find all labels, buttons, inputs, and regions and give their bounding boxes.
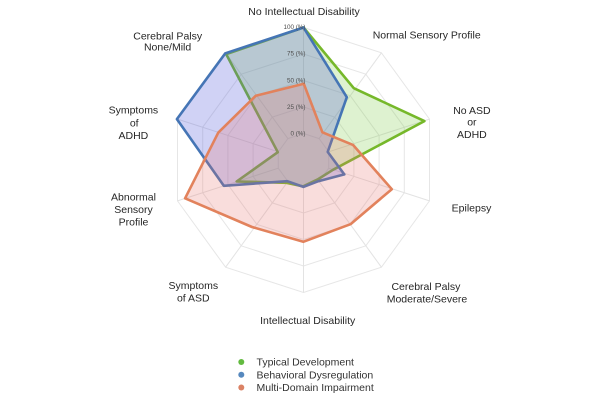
svg-text:0 (%): 0 (%) [290,131,305,138]
svg-text:Multi-Domain Impairment: Multi-Domain Impairment [257,382,374,394]
svg-text:No ASD: No ASD [453,105,491,117]
svg-text:Moderate/Severe: Moderate/Severe [387,294,468,306]
svg-text:50 (%): 50 (%) [287,78,306,85]
svg-text:Profile: Profile [119,217,149,229]
svg-text:Intellectual Disability: Intellectual Disability [260,315,356,327]
svg-text:Normal Sensory Profile: Normal Sensory Profile [373,29,481,41]
svg-text:or: or [467,117,477,129]
svg-text:Behavioral Dysregulation: Behavioral Dysregulation [257,369,374,381]
svg-text:of: of [130,118,139,130]
svg-text:Cerebral Palsy: Cerebral Palsy [391,281,461,293]
svg-text:of ASD: of ASD [177,293,210,305]
svg-text:Symptoms: Symptoms [169,280,219,292]
svg-text:25 (%): 25 (%) [287,104,306,111]
svg-text:100 (%): 100 (%) [283,24,305,31]
svg-text:ADHD: ADHD [119,130,149,142]
svg-text:Cerebral Palsy: Cerebral Palsy [133,30,203,42]
svg-text:75 (%): 75 (%) [287,51,306,58]
svg-text:Symptoms: Symptoms [109,104,159,116]
svg-text:No Intellectual Disability: No Intellectual Disability [248,6,360,18]
svg-text:Epilepsy: Epilepsy [452,202,492,214]
svg-text:Typical Development: Typical Development [257,357,355,369]
svg-text:ADHD: ADHD [457,129,487,141]
svg-text:Sensory: Sensory [114,204,153,216]
svg-text:Abnormal: Abnormal [111,192,156,204]
svg-text:None/Mild: None/Mild [144,42,191,54]
